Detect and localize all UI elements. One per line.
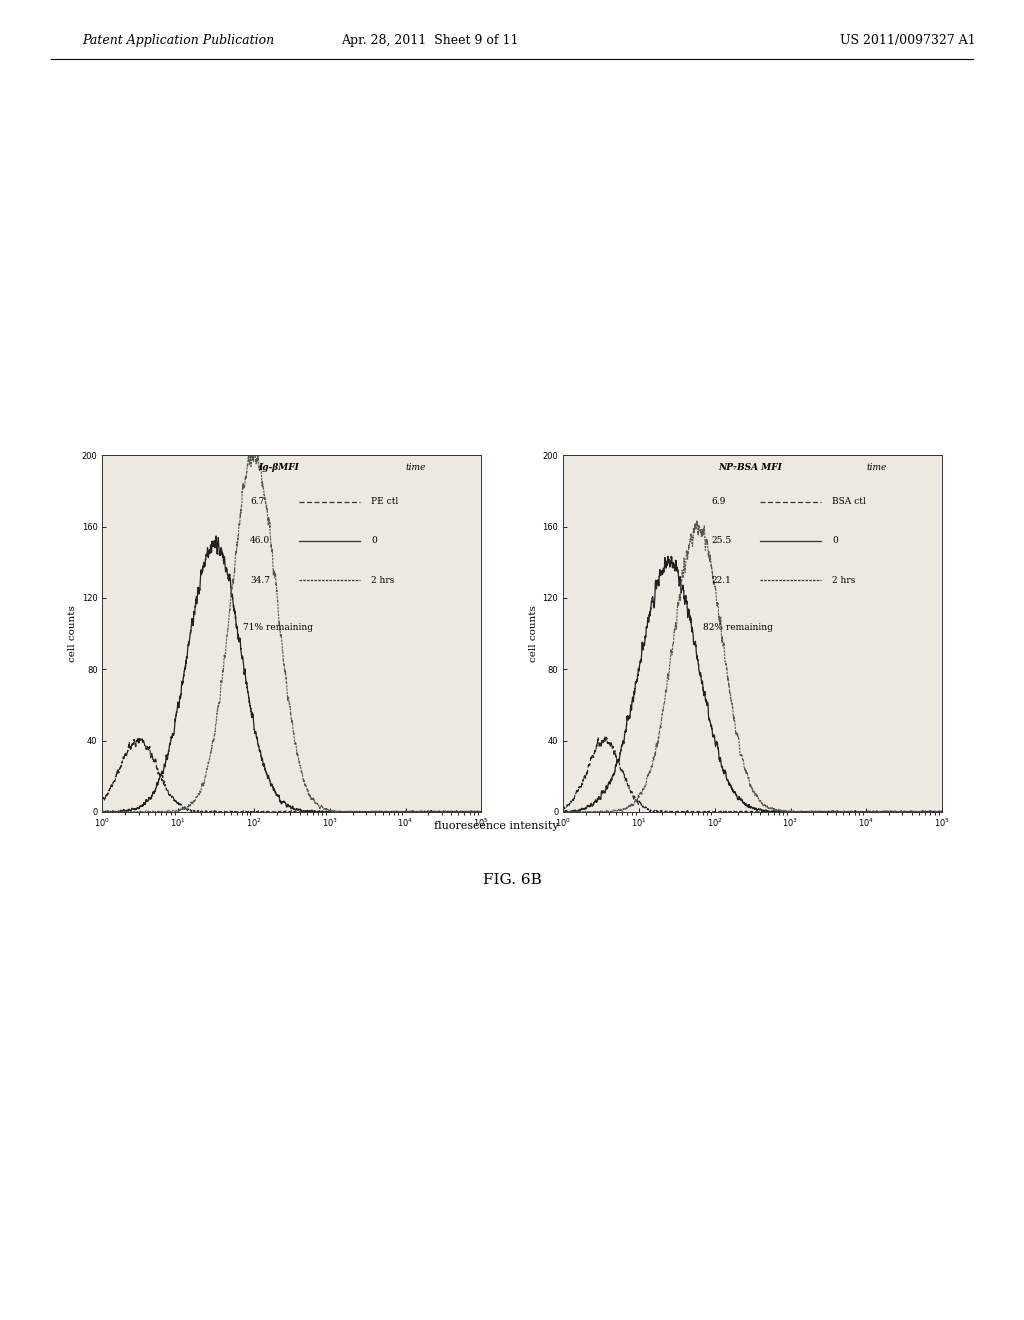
Text: 46.0: 46.0	[250, 536, 270, 545]
Text: 25.5: 25.5	[711, 536, 731, 545]
Point	[75, 803, 87, 818]
Text: 71% remaining: 71% remaining	[243, 623, 312, 632]
Text: fluorescence intensity: fluorescence intensity	[434, 821, 559, 832]
Y-axis label: cell counts: cell counts	[529, 605, 539, 663]
Text: 82% remaining: 82% remaining	[703, 623, 773, 632]
Text: PE ctl: PE ctl	[372, 498, 398, 507]
Text: time: time	[406, 462, 426, 471]
Text: 2 hrs: 2 hrs	[833, 576, 856, 585]
Text: 34.7: 34.7	[250, 576, 270, 585]
Text: 0: 0	[833, 536, 838, 545]
Point	[545, 803, 557, 818]
Text: US 2011/0097327 A1: US 2011/0097327 A1	[840, 33, 975, 46]
Text: 6.9: 6.9	[711, 498, 725, 507]
Point	[536, 803, 548, 818]
Text: NP₇BSA MFI: NP₇BSA MFI	[719, 462, 782, 471]
Text: BSA ctl: BSA ctl	[833, 498, 866, 507]
Point	[75, 803, 87, 818]
Point	[536, 803, 548, 818]
Text: Patent Application Publication: Patent Application Publication	[82, 33, 274, 46]
Point	[84, 803, 96, 818]
Point	[545, 803, 557, 818]
Text: FIG. 6B: FIG. 6B	[482, 874, 542, 887]
Text: 0: 0	[372, 536, 377, 545]
Text: time: time	[866, 462, 887, 471]
Point	[536, 803, 548, 818]
Text: Ig-βMFI: Ig-βMFI	[258, 462, 299, 471]
Y-axis label: cell counts: cell counts	[69, 605, 78, 663]
Point	[84, 803, 96, 818]
Text: Apr. 28, 2011  Sheet 9 of 11: Apr. 28, 2011 Sheet 9 of 11	[341, 33, 519, 46]
Text: 6.7: 6.7	[250, 498, 264, 507]
Text: 2 hrs: 2 hrs	[372, 576, 395, 585]
Point	[545, 803, 557, 818]
Text: 22.1: 22.1	[711, 576, 731, 585]
Point	[75, 803, 87, 818]
Point	[84, 803, 96, 818]
